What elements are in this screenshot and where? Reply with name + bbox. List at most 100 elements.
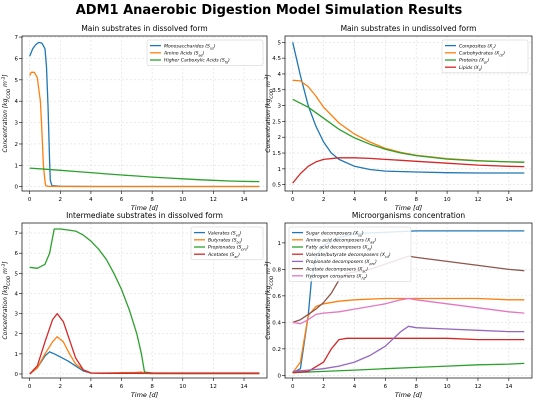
series-line-4 bbox=[292, 157, 525, 184]
y-tick-label: 3 bbox=[15, 121, 19, 127]
x-tick-label: 0 bbox=[291, 384, 295, 390]
y-tick-label: 2 bbox=[15, 142, 19, 148]
y-tick-label: 0.5 bbox=[272, 183, 281, 189]
legend: Monosaccharides (Ssu)Amino Acids (Saa)Hi… bbox=[146, 39, 264, 66]
x-tick-label: 8 bbox=[414, 384, 418, 390]
y-tick-label: 0.4 bbox=[272, 320, 281, 326]
y-tick-label: 4.5 bbox=[272, 56, 281, 62]
series-line-1 bbox=[292, 42, 525, 174]
legend-entry: Carbohydrates (Xch) bbox=[459, 51, 505, 58]
x-tick-label: 12 bbox=[210, 197, 217, 203]
y-tick-label: 5 bbox=[15, 78, 19, 84]
chart-panel-2: 0 2 4 6 8 10 12 14 0.5 1 1.5 2 2.5 3 3.5 4 4.5 5 Main subs… bbox=[264, 24, 533, 212]
legend-entry: Sugar decomposers (Xsu) bbox=[306, 230, 364, 237]
legend-entry: Hydrogen consumers (Xh2) bbox=[306, 274, 368, 281]
series-line-4 bbox=[29, 312, 260, 375]
y-tick-label: 6 bbox=[15, 251, 19, 257]
y-tick-label: 0.8 bbox=[272, 267, 281, 273]
x-tick-label: 14 bbox=[241, 197, 248, 203]
chart-title: Main substrates in undissolved form bbox=[341, 24, 477, 33]
x-tick-label: 0 bbox=[28, 197, 32, 203]
x-tick-label: 2 bbox=[322, 197, 326, 203]
x-tick-label: 10 bbox=[179, 384, 186, 390]
y-axis-label: Concentration [kgCOD m-3] bbox=[1, 261, 12, 340]
x-tick-label: 4 bbox=[89, 197, 93, 203]
legend-entry: Fatty acid decomposers (Xfa) bbox=[306, 245, 373, 252]
legend-entry: Valerates (Sva) bbox=[208, 230, 242, 237]
y-tick-label: 1.5 bbox=[272, 151, 281, 157]
legend-entry: Amino acid decomposers (Xaa) bbox=[305, 238, 376, 245]
legend-entry: Butyrates (Sbu) bbox=[208, 238, 243, 245]
y-tick-label: 1 bbox=[278, 167, 282, 173]
chart-title: Main substrates in dissolved form bbox=[81, 24, 207, 33]
y-tick-label: 3 bbox=[278, 104, 282, 110]
legend-box bbox=[288, 226, 412, 282]
legend-entry: Amino Acids (Saa) bbox=[163, 51, 205, 58]
chart-title: Intermediate substrates in dissolved for… bbox=[66, 211, 223, 220]
y-tick-label: 4 bbox=[278, 72, 282, 78]
y-tick-label: 2.5 bbox=[272, 119, 281, 125]
x-tick-label: 0 bbox=[28, 384, 32, 390]
y-axis-label: Concentration [kgCOD m-3] bbox=[1, 74, 12, 153]
series-line-3 bbox=[29, 228, 260, 374]
x-tick-label: 14 bbox=[241, 384, 248, 390]
series-line-7 bbox=[292, 297, 525, 325]
x-tick-label: 2 bbox=[322, 384, 326, 390]
y-tick-label: 0.2 bbox=[272, 347, 281, 353]
x-tick-label: 10 bbox=[444, 197, 451, 203]
y-tick-label: 2 bbox=[15, 332, 19, 338]
x-tick-label: 0 bbox=[291, 197, 295, 203]
y-tick-label: 2 bbox=[278, 135, 282, 141]
y-tick-label: 0 bbox=[15, 372, 19, 378]
legend-box bbox=[146, 39, 264, 66]
series-group bbox=[292, 42, 525, 184]
y-tick-label: 1 bbox=[278, 241, 282, 247]
x-tick-label: 10 bbox=[179, 197, 186, 203]
plot-frame bbox=[21, 35, 268, 192]
y-tick-label: 3.5 bbox=[272, 88, 281, 94]
series-line-2 bbox=[29, 71, 260, 188]
series-group bbox=[29, 41, 260, 188]
x-axis-label: Time [d] bbox=[395, 391, 423, 399]
legend-entry: Composites (Xc) bbox=[459, 43, 496, 50]
y-tick-label: 5 bbox=[15, 271, 19, 277]
y-tick-label: 6 bbox=[15, 56, 19, 62]
chart-panel-4: 0 2 4 6 8 10 12 14 0 0.2 0.4 0.6 0.8 1 Microorganisms … bbox=[264, 211, 533, 399]
series-line-4 bbox=[292, 337, 525, 374]
x-tick-label: 4 bbox=[353, 384, 357, 390]
legend-entry: Valerate/butyrate decomposers (Xc4) bbox=[306, 252, 391, 259]
x-tick-label: 8 bbox=[150, 197, 154, 203]
x-tick-label: 12 bbox=[210, 384, 217, 390]
legend-entry: Monosaccharides (Ssu) bbox=[164, 43, 216, 50]
series-line-3 bbox=[292, 362, 525, 374]
chart-title: Microorganisms concentration bbox=[352, 211, 466, 220]
y-tick-label: 4 bbox=[15, 291, 19, 297]
legend-box bbox=[190, 226, 264, 261]
series-line-2 bbox=[292, 297, 525, 374]
plot-frame bbox=[284, 222, 533, 379]
x-tick-label: 2 bbox=[59, 384, 63, 390]
series-group bbox=[29, 228, 260, 375]
y-tick-label: 7 bbox=[15, 231, 19, 237]
series-line-3 bbox=[29, 167, 260, 183]
y-axis-label: Concentration [kgCOD m-3] bbox=[264, 74, 275, 153]
x-tick-label: 12 bbox=[474, 384, 481, 390]
x-axis-label: Time [d] bbox=[395, 204, 423, 212]
plot-frame bbox=[21, 222, 268, 379]
legend-entry: Lipids (Xli) bbox=[459, 65, 483, 72]
y-tick-label: 3 bbox=[15, 312, 19, 318]
x-tick-label: 14 bbox=[505, 197, 512, 203]
x-tick-label: 4 bbox=[353, 197, 357, 203]
page-title: ADM1 Anaerobic Digestion Model Simulatio… bbox=[75, 3, 463, 18]
x-tick-label: 10 bbox=[444, 384, 451, 390]
legend-entry: Higher Carboxylic Acids (Sfa) bbox=[164, 58, 230, 65]
legend-entry: Proteins (Xpr) bbox=[459, 58, 490, 65]
x-tick-label: 6 bbox=[120, 384, 124, 390]
x-tick-label: 2 bbox=[59, 197, 63, 203]
x-tick-label: 6 bbox=[384, 384, 388, 390]
legend-entry: Acetate decomposers (Xac) bbox=[305, 266, 368, 273]
y-tick-label: 0.6 bbox=[272, 294, 281, 300]
